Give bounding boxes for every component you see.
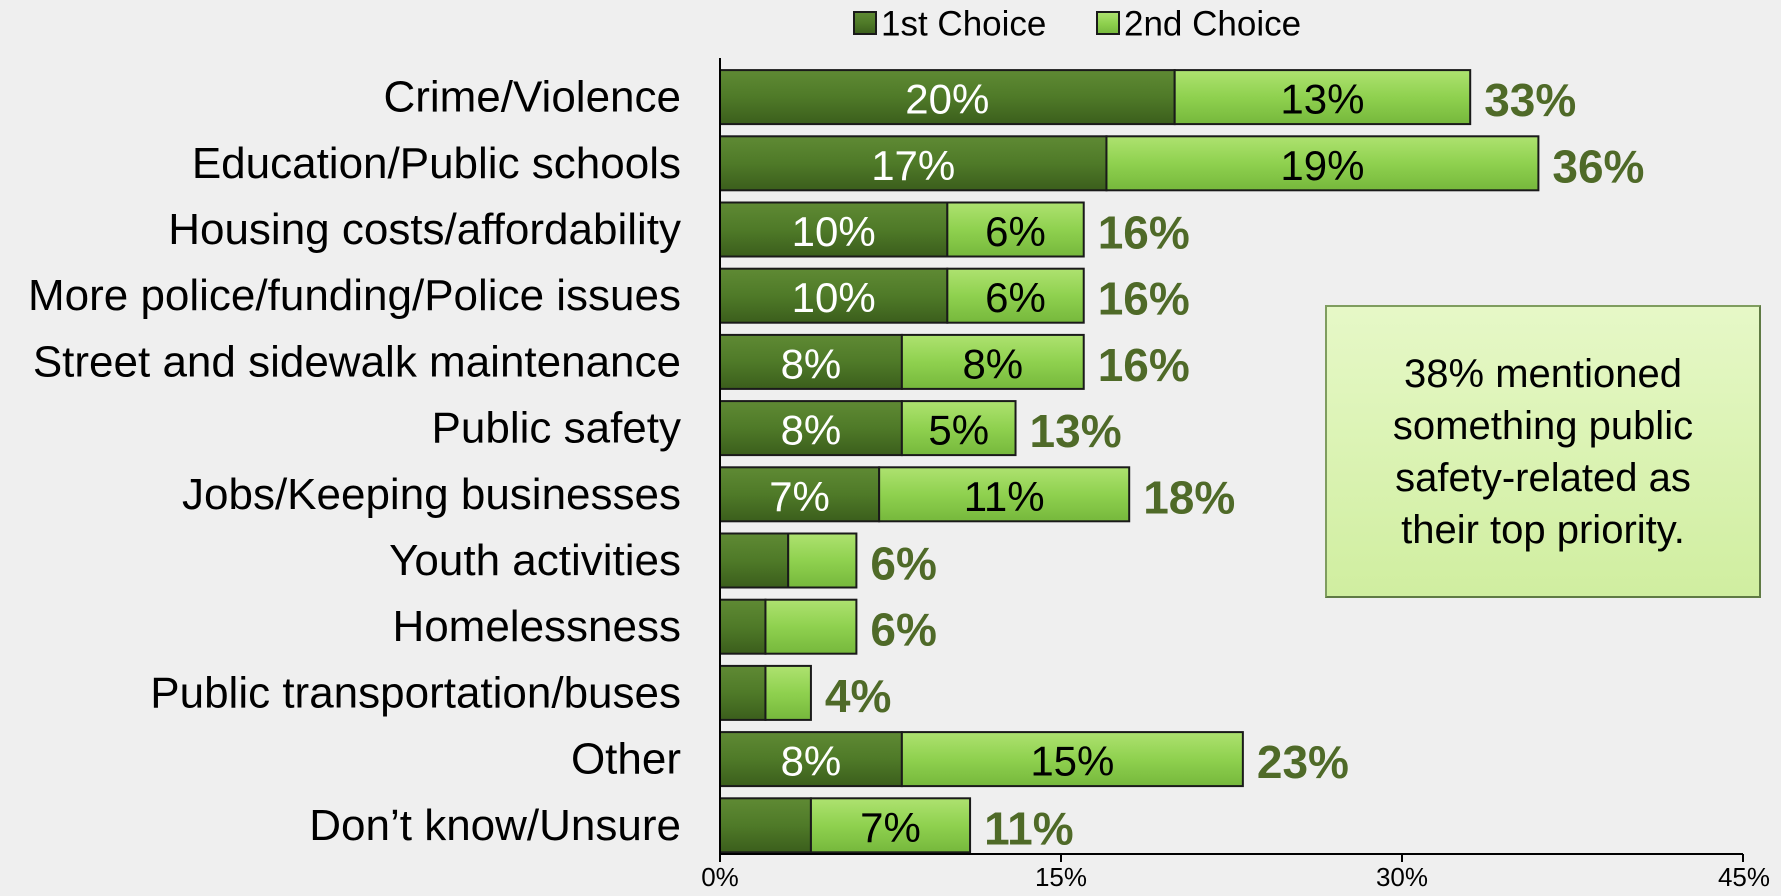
segment-data-label: 17% (871, 142, 955, 189)
bar-row: Street and sidewalk maintenance 8% 8% 16% (33, 333, 1190, 391)
category-label: Public transportation/buses (150, 668, 681, 717)
segment-data-label: 20% (905, 76, 989, 123)
bar-segment-2nd-choice (1105, 135, 1540, 192)
category-label: Housing costs/affordability (168, 205, 681, 254)
segment-data-label: 8% (962, 340, 1023, 387)
bar-row: Youth activities 6% (389, 532, 937, 590)
x-tick-label: 30% (1376, 862, 1428, 892)
segment-data-label: 15% (1030, 738, 1114, 785)
segment-data-label: 19% (1280, 142, 1364, 189)
bar-row: Homelessness 6% (392, 598, 937, 656)
bar-row: Other 8% 15% 23% (571, 731, 1349, 788)
category-label: Education/Public schools (192, 139, 681, 188)
legend: 1st Choice 2nd Choice (853, 5, 1301, 44)
segment-data-label: 7% (769, 473, 830, 520)
bar-segment-1st-choice (719, 598, 767, 655)
total-data-label: 6% (870, 538, 936, 590)
legend-item: 1st Choice (853, 5, 1046, 44)
bar-segment-1st-choice (719, 532, 790, 589)
total-data-label: 18% (1143, 471, 1235, 523)
bar-segment-1st-choice (719, 333, 903, 390)
bar-row: Housing costs/affordability 10% 6% 16% (168, 201, 1190, 259)
total-data-label: 13% (1030, 405, 1122, 457)
bar-segment-2nd-choice (764, 664, 812, 721)
bar-segment-2nd-choice (878, 466, 1131, 523)
bar-segment-1st-choice (719, 731, 903, 788)
legend-swatch-1st-choice (853, 11, 877, 35)
legend-label: 1st Choice (881, 5, 1046, 44)
legend-item: 2nd Choice (1096, 5, 1301, 44)
category-label: Other (571, 735, 681, 784)
bars-group: Crime/Violence 20% 13% 33% Education/Public … (28, 69, 1644, 854)
segment-data-label: 5% (928, 407, 989, 454)
category-label: More police/funding/Police issues (28, 271, 681, 320)
total-data-label: 33% (1484, 74, 1576, 126)
category-label: Jobs/Keeping businesses (182, 470, 681, 519)
bar-segment-2nd-choice (1173, 69, 1472, 126)
bar-segment-2nd-choice (764, 598, 858, 655)
bar-row: Education/Public schools 17% 19% 36% (192, 135, 1644, 192)
total-data-label: 4% (825, 670, 891, 722)
segment-data-label: 8% (781, 340, 842, 387)
bar-segment-1st-choice (719, 267, 949, 324)
bar-row: Crime/Violence 20% 13% 33% (383, 69, 1576, 126)
total-data-label: 6% (870, 604, 936, 656)
total-data-label: 16% (1098, 207, 1190, 259)
category-label: Crime/Violence (383, 73, 681, 122)
segment-data-label: 8% (781, 407, 842, 454)
x-axis: 0% 15% 30% 45% (701, 58, 1770, 892)
segment-data-label: 13% (1280, 76, 1364, 123)
bar-row: Jobs/Keeping businesses 7% 11% 18% (182, 466, 1235, 523)
bar-segment-2nd-choice (900, 731, 1244, 788)
segment-data-label: 10% (792, 274, 876, 321)
bar-segment-2nd-choice (900, 400, 1017, 457)
bar-segment-1st-choice (719, 797, 812, 854)
bar-segment-2nd-choice (946, 267, 1085, 324)
bar-row: More police/funding/Police issues 10% 6% 16… (28, 267, 1190, 325)
total-data-label: 16% (1098, 273, 1190, 325)
total-data-label: 36% (1552, 140, 1644, 192)
segment-data-label: 6% (985, 274, 1046, 321)
category-label: Street and sidewalk maintenance (33, 337, 681, 386)
bar-segment-2nd-choice (946, 201, 1085, 258)
bar-row: Public safety 8% 5% 13% (432, 400, 1122, 457)
segment-data-label: 11% (964, 473, 1045, 520)
x-tick-label: 0% (701, 862, 739, 892)
bar-segment-1st-choice (719, 664, 767, 721)
segment-data-label: 6% (985, 208, 1046, 255)
legend-swatch-2nd-choice (1096, 11, 1120, 35)
callout-text: 38% mentioned something public safety-re… (1392, 351, 1694, 552)
category-label: Youth activities (389, 536, 681, 585)
segment-data-label: 10% (792, 208, 876, 255)
legend-label: 2nd Choice (1124, 5, 1301, 44)
x-tick-label: 45% (1718, 862, 1770, 892)
bar-segment-2nd-choice (787, 532, 858, 589)
bar-row: Don’t know/Unsure 7% 11% (309, 797, 1074, 854)
bar-segment-1st-choice (719, 400, 903, 457)
callout-box: 38% mentioned something public safety-re… (1325, 305, 1761, 598)
category-label: Public safety (432, 404, 681, 453)
total-data-label: 23% (1257, 736, 1349, 788)
segment-data-label: 8% (781, 738, 842, 785)
bar-segment-2nd-choice (809, 797, 972, 854)
x-tick-label: 15% (1035, 862, 1087, 892)
bar-segment-2nd-choice (900, 333, 1085, 390)
bar-row: Public transportation/buses 4% (150, 664, 891, 722)
bar-segment-1st-choice (719, 201, 949, 258)
category-label: Homelessness (392, 602, 681, 651)
category-label: Don’t know/Unsure (309, 801, 681, 850)
total-data-label: 16% (1098, 339, 1190, 391)
total-data-label: 11% (984, 802, 1074, 854)
segment-data-label: 7% (860, 804, 921, 851)
